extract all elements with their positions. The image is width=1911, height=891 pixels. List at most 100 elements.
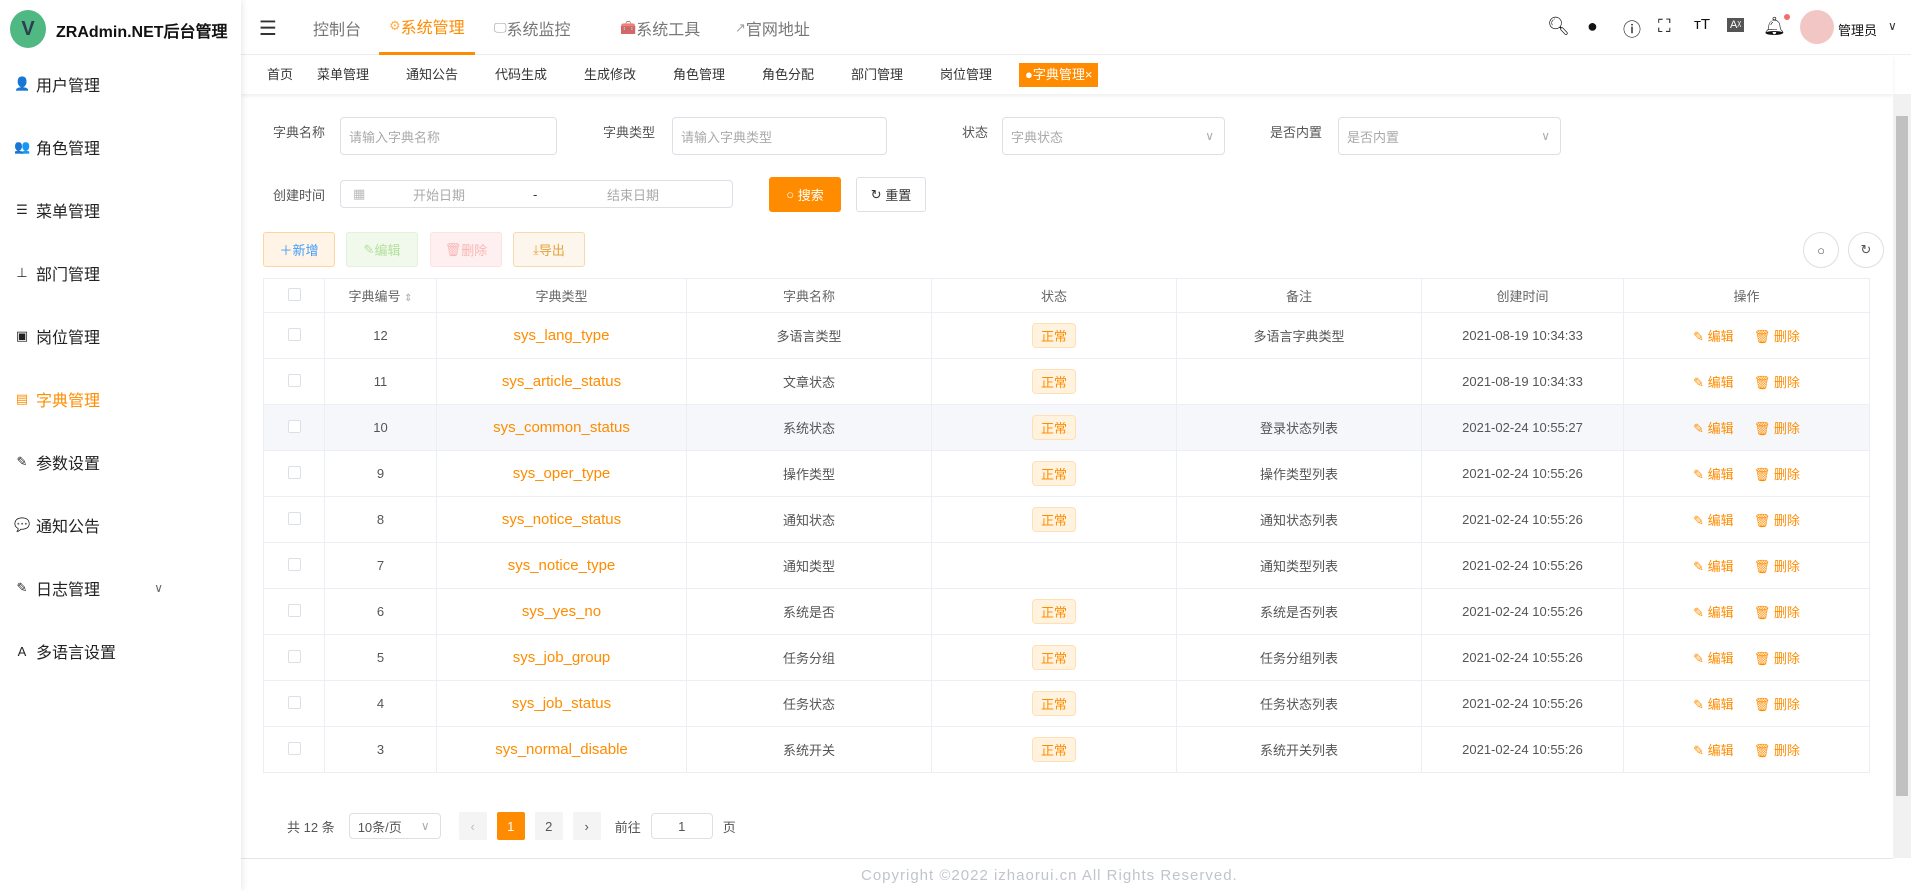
tag-7[interactable]: 部门管理 <box>851 67 904 82</box>
cell-type-link[interactable]: sys_job_status <box>436 680 687 727</box>
avatar[interactable] <box>1800 10 1834 44</box>
row-checkbox[interactable] <box>263 450 325 497</box>
reset-button[interactable]: ↻ 重置 <box>856 177 926 212</box>
row-delete-button[interactable]: 🗑︎ 删除 <box>1753 559 1800 574</box>
page-2[interactable]: 2 <box>534 812 563 840</box>
sidebar-item-9[interactable]: A 多语言设置 <box>0 626 241 676</box>
end-date[interactable]: 结束日期 <box>607 187 660 203</box>
sidebar-item-0[interactable]: 👤 用户管理 <box>0 59 241 109</box>
row-checkbox[interactable] <box>263 496 325 543</box>
row-edit-button[interactable]: ✎ 编辑 <box>1693 605 1734 620</box>
sidebar-item-1[interactable]: 👥 角色管理 <box>0 122 241 172</box>
row-delete-button[interactable]: 🗑︎ 删除 <box>1753 329 1800 344</box>
row-edit-button[interactable]: ✎ 编辑 <box>1693 513 1734 528</box>
tag-5[interactable]: 角色管理 <box>673 67 726 82</box>
tag-8[interactable]: 岗位管理 <box>940 67 993 82</box>
row-checkbox[interactable] <box>263 358 325 405</box>
cell-type-link[interactable]: sys_common_status <box>436 404 687 451</box>
date-range-picker[interactable]: ▦ 开始日期 - 结束日期 <box>340 180 733 208</box>
export-button[interactable]: ⤓ 导出 <box>513 232 585 267</box>
status-select[interactable]: 字典状态 ∨ <box>1002 117 1225 155</box>
row-edit-button[interactable]: ✎ 编辑 <box>1693 651 1734 666</box>
sidebar-item-3[interactable]: ⊥ 部门管理 <box>0 248 241 298</box>
cell-type-link[interactable]: sys_yes_no <box>436 588 687 635</box>
hamburger-icon[interactable]: ☰ <box>259 18 277 40</box>
font-size-icon[interactable]: тT <box>1694 16 1711 33</box>
row-delete-button[interactable]: 🗑︎ 删除 <box>1753 513 1800 528</box>
row-edit-button[interactable]: ✎ 编辑 <box>1693 467 1734 482</box>
row-edit-button[interactable]: ✎ 编辑 <box>1693 743 1734 758</box>
sidebar-item-4[interactable]: ▣ 岗位管理 <box>0 311 241 361</box>
add-button[interactable]: ＋新增 <box>263 232 335 267</box>
dict-type-input[interactable]: 请输入字典类型 <box>672 117 887 155</box>
row-edit-button[interactable]: ✎ 编辑 <box>1693 559 1734 574</box>
tag-6[interactable]: 角色分配 <box>762 67 815 82</box>
next-page-button[interactable]: › <box>572 812 601 840</box>
topnav-item-3[interactable]: 🧰 系统工具 <box>620 0 700 55</box>
row-delete-button[interactable]: 🗑︎ 删除 <box>1753 467 1800 482</box>
row-delete-button[interactable]: 🗑︎ 删除 <box>1753 743 1800 758</box>
fullscreen-icon[interactable]: ⛶ <box>1658 16 1671 36</box>
row-checkbox[interactable] <box>263 404 325 451</box>
col-id[interactable]: 字典编号 ⇕ <box>324 278 437 313</box>
sort-icon[interactable]: ⇕ <box>404 293 413 304</box>
goto-page-input[interactable]: 1 <box>650 813 713 839</box>
topnav-item-0[interactable]: 控制台 <box>313 0 361 55</box>
tag-2[interactable]: 通知公告 <box>406 67 459 82</box>
cell-type-link[interactable]: sys_normal_disable <box>436 726 687 773</box>
scrollbar-thumb[interactable] <box>1896 116 1908 796</box>
sidebar-item-2[interactable]: ☰ 菜单管理 <box>0 185 241 235</box>
help-icon[interactable]: ⓘ <box>1623 20 1641 40</box>
cell-type-link[interactable]: sys_oper_type <box>436 450 687 497</box>
tag-4[interactable]: 生成修改 <box>584 67 637 82</box>
row-edit-button[interactable]: ✎ 编辑 <box>1693 329 1734 344</box>
row-checkbox[interactable] <box>263 726 325 773</box>
prev-page-button[interactable]: ‹ <box>458 812 487 840</box>
tag-1[interactable]: 菜单管理 <box>317 67 370 82</box>
row-checkbox[interactable] <box>263 588 325 635</box>
toggle-search-button[interactable]: ○ <box>1803 232 1839 268</box>
refresh-button[interactable]: ↻ <box>1848 232 1884 268</box>
cell-type-link[interactable]: sys_job_group <box>436 634 687 681</box>
tag-0[interactable]: 首页 <box>267 67 294 82</box>
row-delete-button[interactable]: 🗑︎ 删除 <box>1753 421 1800 436</box>
scrollbar[interactable] <box>1893 94 1911 858</box>
github-icon[interactable]: ● <box>1587 16 1598 36</box>
row-checkbox[interactable] <box>263 312 325 359</box>
tag-active[interactable]: ●字典管理× <box>1019 63 1099 87</box>
row-delete-button[interactable]: 🗑︎ 删除 <box>1753 697 1800 712</box>
language-icon[interactable]: Aᵡ <box>1727 18 1745 32</box>
delete-button[interactable]: 🗑︎ 删除 <box>430 232 502 267</box>
cell-type-link[interactable]: sys_lang_type <box>436 312 687 359</box>
bell-icon[interactable]: 🔔︎ <box>1763 16 1786 36</box>
row-checkbox[interactable] <box>263 542 325 589</box>
row-delete-button[interactable]: 🗑︎ 删除 <box>1753 651 1800 666</box>
topnav-item-4[interactable]: ↗ 官网地址 <box>735 0 810 55</box>
close-icon[interactable]: × <box>1084 67 1093 82</box>
row-edit-button[interactable]: ✎ 编辑 <box>1693 375 1734 390</box>
row-delete-button[interactable]: 🗑︎ 删除 <box>1753 605 1800 620</box>
cell-type-link[interactable]: sys_notice_status <box>436 496 687 543</box>
topnav-item-2[interactable]: 🖵 系统监控 <box>494 0 571 55</box>
row-edit-button[interactable]: ✎ 编辑 <box>1693 421 1734 436</box>
edit-button[interactable]: ✎ 编辑 <box>346 232 418 267</box>
dict-name-input[interactable]: 请输入字典名称 <box>340 117 557 155</box>
sidebar-item-5[interactable]: ▤ 字典管理 <box>0 374 241 424</box>
page-1[interactable]: 1 <box>496 812 525 840</box>
search-icon[interactable]: 🔍︎ <box>1547 16 1570 36</box>
builtin-select[interactable]: 是否内置 ∨ <box>1338 117 1561 155</box>
page-size-select[interactable]: 10条/页 ∨ <box>348 813 441 839</box>
row-delete-button[interactable]: 🗑︎ 删除 <box>1753 375 1800 390</box>
row-edit-button[interactable]: ✎ 编辑 <box>1693 697 1734 712</box>
search-button[interactable]: ○ 搜索 <box>769 177 841 212</box>
row-checkbox[interactable] <box>263 680 325 727</box>
cell-type-link[interactable]: sys_article_status <box>436 358 687 405</box>
sidebar-item-6[interactable]: ✎ 参数设置 <box>0 437 241 487</box>
sidebar-item-8[interactable]: ✎ 日志管理 ∨ <box>0 563 241 613</box>
chevron-down-icon[interactable]: ∨ <box>1888 19 1897 33</box>
topnav-item-1[interactable]: ⚙ 系统管理 <box>379 0 475 55</box>
user-name[interactable]: 管理员 <box>1838 23 1878 38</box>
select-all-checkbox[interactable] <box>263 278 325 313</box>
sidebar-item-7[interactable]: 💬 通知公告 <box>0 500 241 550</box>
start-date[interactable]: 开始日期 <box>413 187 466 203</box>
